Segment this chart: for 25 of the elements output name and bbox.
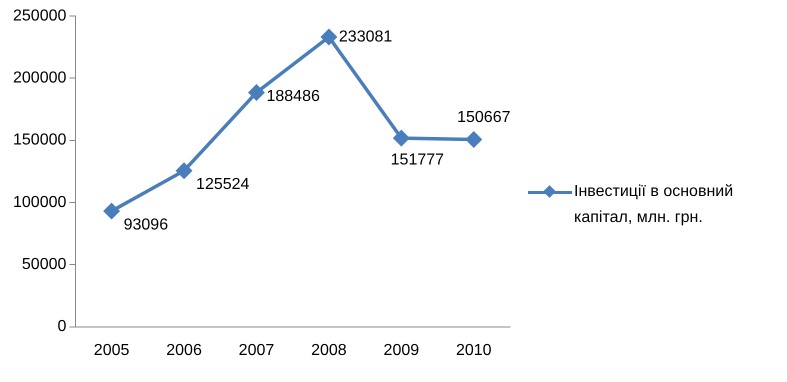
y-tick-label: 0 xyxy=(57,318,66,336)
legend-label: Інвестиції в основний капітал, млн. грн. xyxy=(574,182,734,228)
data-label: 151777 xyxy=(390,152,444,169)
data-label: 125524 xyxy=(196,176,250,194)
point xyxy=(466,132,482,148)
y-tick-label: 250000 xyxy=(13,7,66,24)
x-tick-label: 2009 xyxy=(384,342,420,359)
y-tick-label: 100000 xyxy=(13,194,66,211)
point xyxy=(321,29,337,45)
data-label: 233081 xyxy=(338,28,392,46)
x-tick-label: 2005 xyxy=(94,342,130,359)
point xyxy=(248,84,264,100)
y-tick-label: 150000 xyxy=(13,132,66,149)
data-label: 150667 xyxy=(457,108,511,126)
data-label: 93096 xyxy=(124,216,168,234)
data-label: 188486 xyxy=(266,88,320,105)
x-tick-label: 2008 xyxy=(311,342,347,359)
y-tick-label: 200000 xyxy=(13,70,66,87)
point xyxy=(176,163,192,178)
x-tick-label: 2006 xyxy=(166,342,202,359)
point xyxy=(104,203,120,219)
x-tick-label: 2010 xyxy=(456,342,492,359)
x-tick-label: 2007 xyxy=(238,342,274,359)
y-tick-label: 50000 xyxy=(22,256,66,274)
point xyxy=(394,130,410,146)
